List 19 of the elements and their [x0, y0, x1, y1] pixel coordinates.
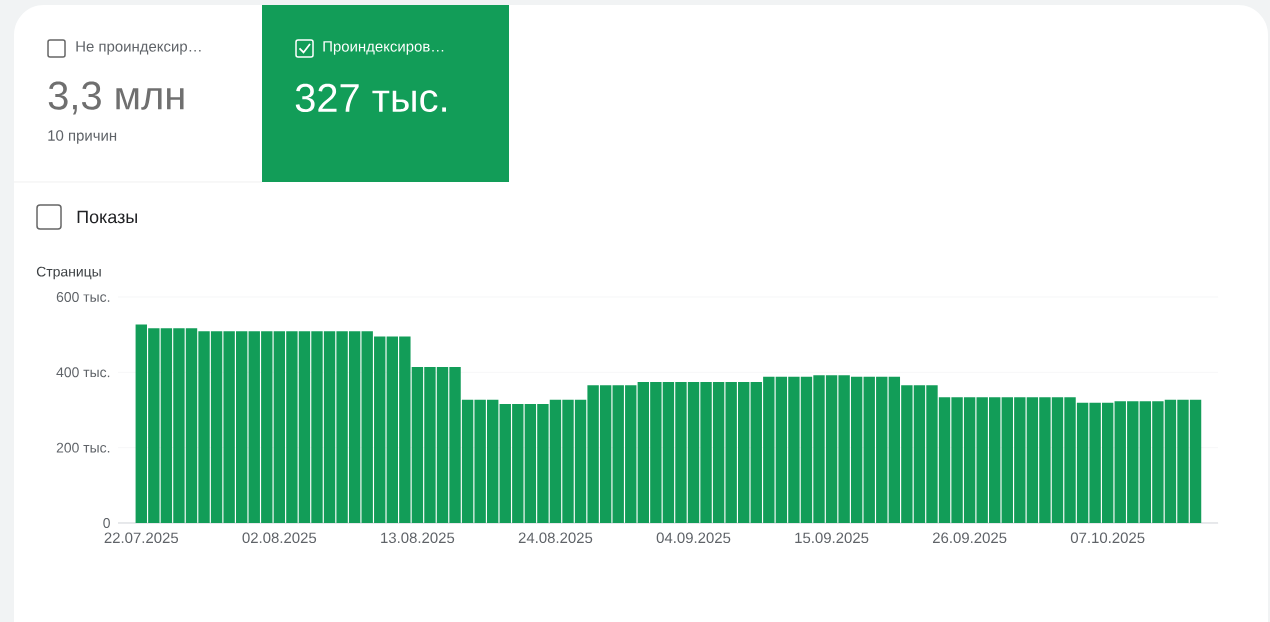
y-axis-title: Страницы: [36, 266, 101, 280]
text: Не проиндексир…: [76, 41, 201, 55]
text: Проиндексиров…: [323, 41, 444, 55]
text: Показы: [77, 210, 137, 224]
y-tick-label: 400 тыс.: [56, 367, 110, 378]
text: 327 тыс.: [295, 83, 446, 113]
x-tick-label: 07.10.2025: [1070, 532, 1145, 544]
x-tick-label: 22.07.2025: [104, 532, 179, 544]
text: 3,3 млн: [48, 81, 184, 115]
x-tick-label: 15.09.2025: [795, 532, 869, 544]
x-tick-label: 24.08.2025: [518, 532, 593, 544]
y-tick-label: 0: [103, 518, 110, 528]
x-tick-label: 26.09.2025: [932, 532, 1007, 544]
y-tick-label: 600 тыс.: [56, 292, 110, 302]
text: 10 причин: [48, 130, 117, 144]
x-tick-label: 02.08.2025: [242, 532, 317, 544]
y-tick-label: 200 тыс.: [56, 442, 110, 453]
x-tick-label: 13.08.2025: [381, 532, 455, 544]
x-tick-label: 04.09.2025: [656, 532, 731, 544]
